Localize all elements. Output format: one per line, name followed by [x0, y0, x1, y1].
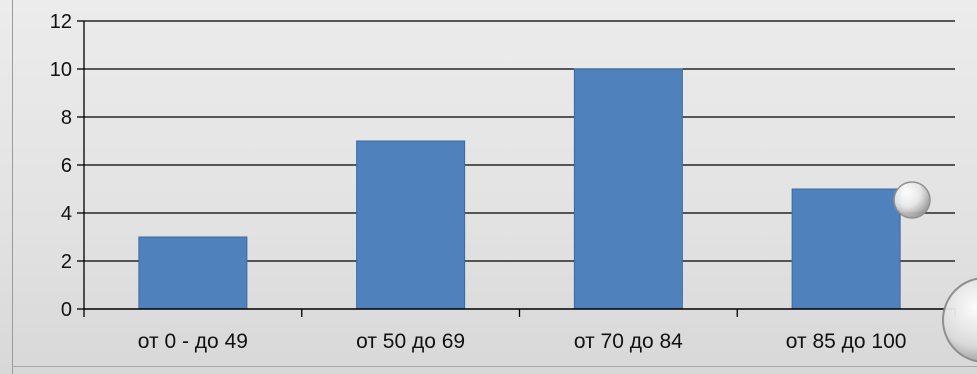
decorative-bubble-small	[893, 181, 931, 219]
x-category-label-3: от 70 до 84	[574, 330, 683, 353]
y-tick-label-4: 4	[61, 203, 72, 225]
y-tick-label-6: 6	[61, 155, 72, 177]
slide-left-divider	[12, 0, 13, 374]
axes	[77, 20, 956, 317]
bar-4	[791, 188, 901, 310]
y-tick-label-2: 2	[61, 251, 72, 273]
y-tick-label-12: 12	[50, 11, 72, 33]
y-tick-label-8: 8	[61, 107, 72, 129]
y-tick-label-0: 0	[61, 299, 72, 321]
axis-labels: 0 2 4 6 8 10 12 от 0 - до 49 от 50 до 69 от 70 до…	[50, 11, 907, 353]
slide-bottom-divider	[12, 366, 977, 367]
decorative-bubbles	[893, 181, 977, 363]
x-category-label-4: от 85 до 100	[786, 330, 907, 353]
x-category-label-1: от 0 - до 49	[138, 330, 248, 353]
bar-3	[573, 68, 683, 310]
x-category-label-2: от 50 до 69	[356, 330, 465, 353]
decorative-bubble-large	[942, 277, 977, 363]
bar-1	[138, 236, 248, 310]
bars	[138, 68, 901, 310]
bar-2	[356, 140, 466, 310]
y-tick-label-10: 10	[50, 59, 72, 81]
